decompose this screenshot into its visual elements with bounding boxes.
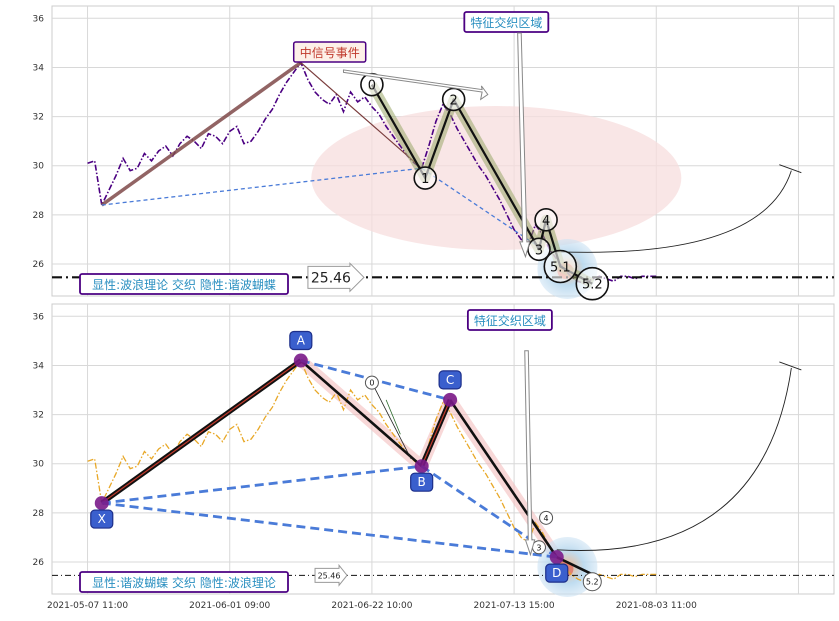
projection-arc-cap [779, 361, 802, 371]
harmonic-leg [449, 399, 558, 558]
y-tick-label: 26 [33, 558, 45, 568]
wave-label: 0 [369, 379, 374, 388]
vertex-label: X [98, 512, 106, 526]
vertex-marker [549, 550, 564, 565]
level-value-label: 25.46 [318, 571, 341, 580]
y-tick-label: 28 [33, 509, 45, 519]
wave-label: 2 [450, 93, 458, 108]
wave-label: 3 [536, 543, 541, 552]
y-tick-label: 36 [33, 14, 45, 24]
wave-label-circle [534, 208, 558, 232]
footer-label: 显性:波浪理论 交织 隐性:谐波蝴蝶 [92, 277, 276, 292]
harmonic-leg-core [101, 360, 302, 504]
wave-label: 1 [421, 172, 429, 187]
zone-label: 特征交织区域 [474, 313, 546, 328]
vertex-label-box [90, 509, 114, 529]
guide-line-xb [101, 167, 422, 206]
vertex-label: B [418, 475, 426, 489]
wave-thin-line [371, 382, 412, 460]
vertex-marker [293, 353, 308, 368]
x-tick-label: 2021-08-03 11:00 [616, 601, 697, 611]
projection-arc-cap [779, 164, 802, 174]
x-tick-label: 2021-07-13 15:00 [474, 601, 555, 611]
vertex-label-box [545, 563, 569, 583]
wave-label-circle [575, 266, 610, 301]
trend-line-xa [100, 61, 302, 207]
projection-arc [556, 367, 792, 551]
vertex-label-box [438, 370, 462, 390]
vertex-label-box [410, 472, 434, 492]
signal-box [292, 41, 367, 63]
wave-label: 0 [368, 79, 376, 94]
level-tag [307, 262, 365, 293]
wave-label: 3 [535, 243, 543, 258]
vertex-label-box [289, 330, 313, 351]
y-tick-label: 34 [33, 63, 45, 73]
vertex-marker [414, 459, 429, 474]
zone-box [463, 11, 550, 33]
harmonic-leg-core [421, 399, 451, 467]
y-tick-label: 30 [33, 460, 45, 470]
x-tick-label: 2021-06-01 09:00 [189, 601, 270, 611]
plot-area [51, 303, 835, 595]
harmonic-leg [299, 359, 423, 468]
wave-label-circle [364, 375, 379, 390]
wave-label: 5.1 [550, 261, 571, 276]
x-tick-label: 2021-06-22 10:00 [331, 601, 412, 611]
footer-box [79, 273, 289, 295]
y-tick-label: 36 [33, 312, 45, 322]
wave-label-circle [413, 166, 438, 190]
projection-arc [556, 170, 792, 253]
harmonic-dashed [101, 464, 422, 505]
y-tick-label: 34 [33, 361, 45, 371]
footer-label: 显性:谐波蝴蝶 交织 隐性:波浪理论 [92, 575, 276, 590]
y-tick-label: 26 [33, 260, 45, 270]
harmonic-dashed [101, 501, 557, 559]
wave-label-circle [543, 249, 578, 284]
level-tag [314, 563, 348, 587]
wave-thin-line [385, 399, 401, 435]
wave-label: 5.2 [586, 578, 599, 587]
top-panel: 26283032343625.46012345.15.2中信号事件特征交织区域显… [33, 5, 835, 301]
y-tick-label: 28 [33, 211, 45, 221]
level-value-label: 25.46 [311, 270, 351, 286]
wave-label-circle [582, 572, 602, 592]
x-tick-label: 2021-05-07 11:00 [47, 601, 128, 611]
trend-line-ab [300, 62, 423, 169]
vertex-marker [443, 392, 458, 407]
vertex-label: A [297, 334, 306, 348]
vertex-marker [94, 496, 109, 511]
zone-box [466, 309, 553, 331]
y-tick-label: 32 [33, 113, 44, 123]
wave-label: 4 [544, 514, 549, 523]
zone-label: 特征交织区域 [470, 15, 542, 30]
zone-arrow [517, 32, 531, 259]
signal-label: 中信号事件 [300, 45, 360, 60]
vertex-label: C [446, 373, 454, 387]
footer-box [79, 571, 289, 593]
vertex-label: D [552, 566, 561, 580]
y-tick-label: 32 [33, 411, 44, 421]
zone-arrow [524, 350, 536, 557]
wave-label-circle [539, 510, 554, 525]
signal-arrow [342, 69, 489, 101]
wave-label: 4 [542, 214, 550, 229]
wave-label: 5.2 [582, 278, 603, 293]
y-tick-label: 30 [33, 162, 45, 172]
